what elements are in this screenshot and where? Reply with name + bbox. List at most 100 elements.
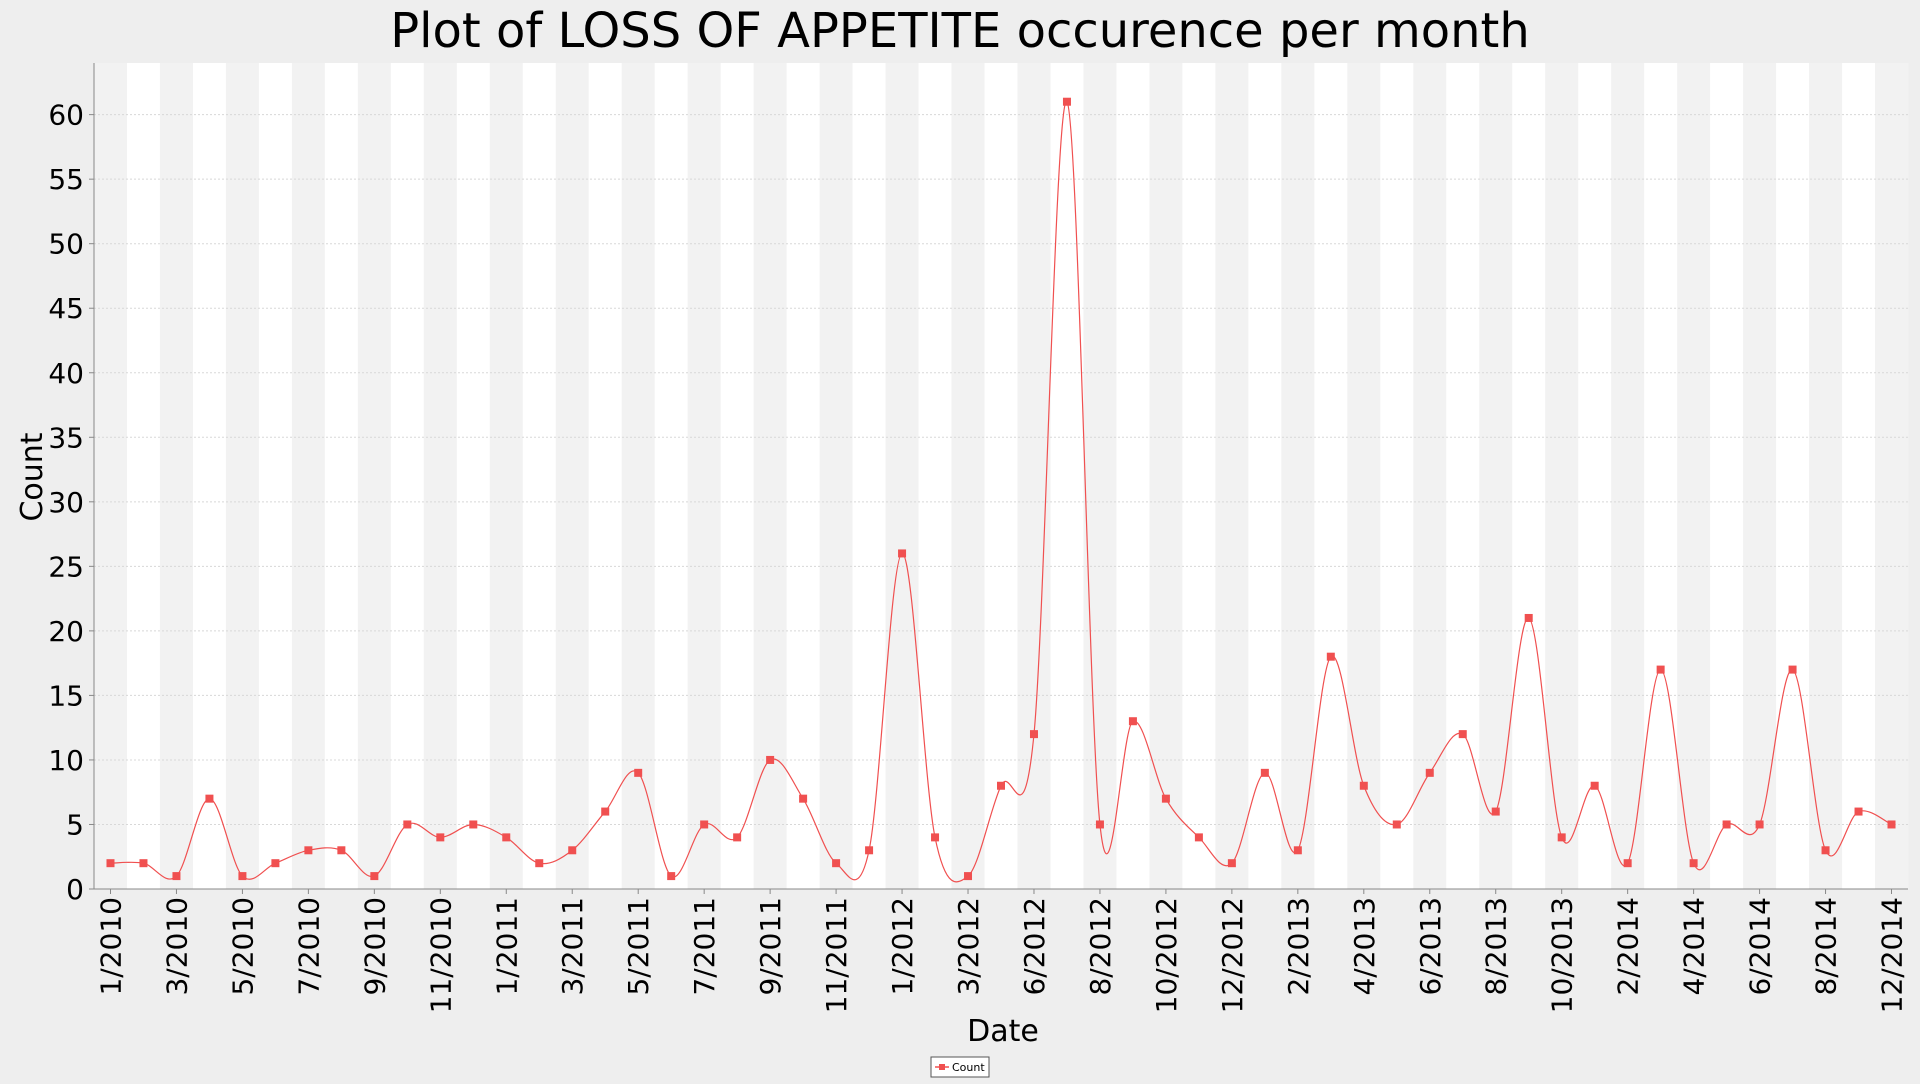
x-tick-label: 1/2011 bbox=[490, 897, 523, 996]
data-point bbox=[502, 833, 510, 841]
data-point bbox=[766, 756, 774, 764]
data-point bbox=[1096, 820, 1104, 828]
data-point bbox=[1228, 859, 1236, 867]
plot-band bbox=[787, 63, 820, 889]
plot-band bbox=[1776, 63, 1809, 889]
x-tick-label: 7/2011 bbox=[688, 897, 721, 996]
plot-band bbox=[1215, 63, 1248, 889]
plot-band bbox=[1809, 63, 1842, 889]
data-point bbox=[832, 859, 840, 867]
plot-band bbox=[160, 63, 193, 889]
data-point bbox=[1690, 859, 1698, 867]
data-point bbox=[1294, 846, 1302, 854]
x-tick-label: 6/2013 bbox=[1414, 897, 1447, 996]
data-point bbox=[568, 846, 576, 854]
data-point bbox=[1393, 820, 1401, 828]
plot-band bbox=[1380, 63, 1413, 889]
x-tick-label: 10/2013 bbox=[1546, 897, 1579, 1013]
plot-band bbox=[424, 63, 457, 889]
plot-band bbox=[1248, 63, 1281, 889]
plot-band bbox=[259, 63, 292, 889]
plot-band bbox=[1413, 63, 1446, 889]
plot-band bbox=[1842, 63, 1875, 889]
plot-band bbox=[1479, 63, 1512, 889]
plot-band bbox=[391, 63, 424, 889]
plot-band bbox=[1512, 63, 1545, 889]
legend-marker bbox=[939, 1064, 945, 1070]
data-point bbox=[1030, 730, 1038, 738]
data-point bbox=[1063, 98, 1071, 106]
data-point bbox=[370, 872, 378, 880]
data-point bbox=[1657, 666, 1665, 674]
plot-band bbox=[919, 63, 952, 889]
data-point bbox=[271, 859, 279, 867]
plot-band bbox=[1677, 63, 1710, 889]
plot-band bbox=[688, 63, 721, 889]
data-point bbox=[1327, 653, 1335, 661]
plot-band bbox=[853, 63, 886, 889]
x-tick-label: 12/2014 bbox=[1876, 897, 1909, 1013]
data-point bbox=[172, 872, 180, 880]
data-point bbox=[1426, 769, 1434, 777]
plot-band bbox=[523, 63, 556, 889]
data-point bbox=[1261, 769, 1269, 777]
plot-band bbox=[1347, 63, 1380, 889]
data-point bbox=[535, 859, 543, 867]
plot-band bbox=[490, 63, 523, 889]
x-tick-label: 3/2011 bbox=[556, 897, 589, 996]
x-tick-label: 5/2010 bbox=[226, 897, 259, 996]
y-tick-label: 10 bbox=[48, 744, 84, 777]
x-tick-label: 12/2012 bbox=[1216, 897, 1249, 1013]
plot-band bbox=[1083, 63, 1116, 889]
y-tick-label: 15 bbox=[48, 679, 84, 712]
plot-band bbox=[985, 63, 1018, 889]
plot-band bbox=[226, 63, 259, 889]
data-point bbox=[799, 795, 807, 803]
plot-band bbox=[1611, 63, 1644, 889]
data-point bbox=[601, 808, 609, 816]
data-point bbox=[1756, 820, 1764, 828]
data-point bbox=[865, 846, 873, 854]
x-tick-label: 11/2011 bbox=[820, 897, 853, 1013]
x-tick-label: 4/2013 bbox=[1348, 897, 1381, 996]
data-point bbox=[1822, 846, 1830, 854]
x-tick-label: 9/2010 bbox=[358, 897, 391, 996]
data-point bbox=[139, 859, 147, 867]
y-tick-label: 45 bbox=[48, 292, 84, 325]
data-point bbox=[733, 833, 741, 841]
x-tick-label: 7/2010 bbox=[292, 897, 325, 996]
x-tick-label: 5/2011 bbox=[622, 897, 655, 996]
plot-band bbox=[457, 63, 490, 889]
data-point bbox=[1195, 833, 1203, 841]
x-tick-label: 8/2013 bbox=[1480, 897, 1513, 996]
y-tick-label: 20 bbox=[48, 615, 84, 648]
data-point bbox=[1459, 730, 1467, 738]
data-point bbox=[337, 846, 345, 854]
plot-bands bbox=[94, 63, 1909, 889]
y-tick-label: 5 bbox=[66, 808, 84, 841]
data-point bbox=[634, 769, 642, 777]
plot-band bbox=[325, 63, 358, 889]
data-point bbox=[931, 833, 939, 841]
data-point bbox=[304, 846, 312, 854]
data-point bbox=[964, 872, 972, 880]
data-point bbox=[1492, 808, 1500, 816]
data-point bbox=[1789, 666, 1797, 674]
data-point bbox=[469, 820, 477, 828]
plot-band bbox=[1050, 63, 1083, 889]
x-tick-label: 11/2010 bbox=[424, 897, 457, 1013]
chart-title: Plot of LOSS OF APPETITE occurence per m… bbox=[390, 3, 1530, 59]
y-tick-label: 55 bbox=[48, 163, 84, 196]
x-tick-label: 9/2011 bbox=[754, 897, 787, 996]
plot-band bbox=[952, 63, 985, 889]
plot-band bbox=[820, 63, 853, 889]
data-point bbox=[436, 833, 444, 841]
plot-band bbox=[1578, 63, 1611, 889]
plot-band bbox=[589, 63, 622, 889]
x-tick-label: 1/2012 bbox=[886, 897, 919, 996]
data-point bbox=[898, 549, 906, 557]
data-point bbox=[997, 782, 1005, 790]
y-tick-label: 40 bbox=[48, 357, 84, 390]
